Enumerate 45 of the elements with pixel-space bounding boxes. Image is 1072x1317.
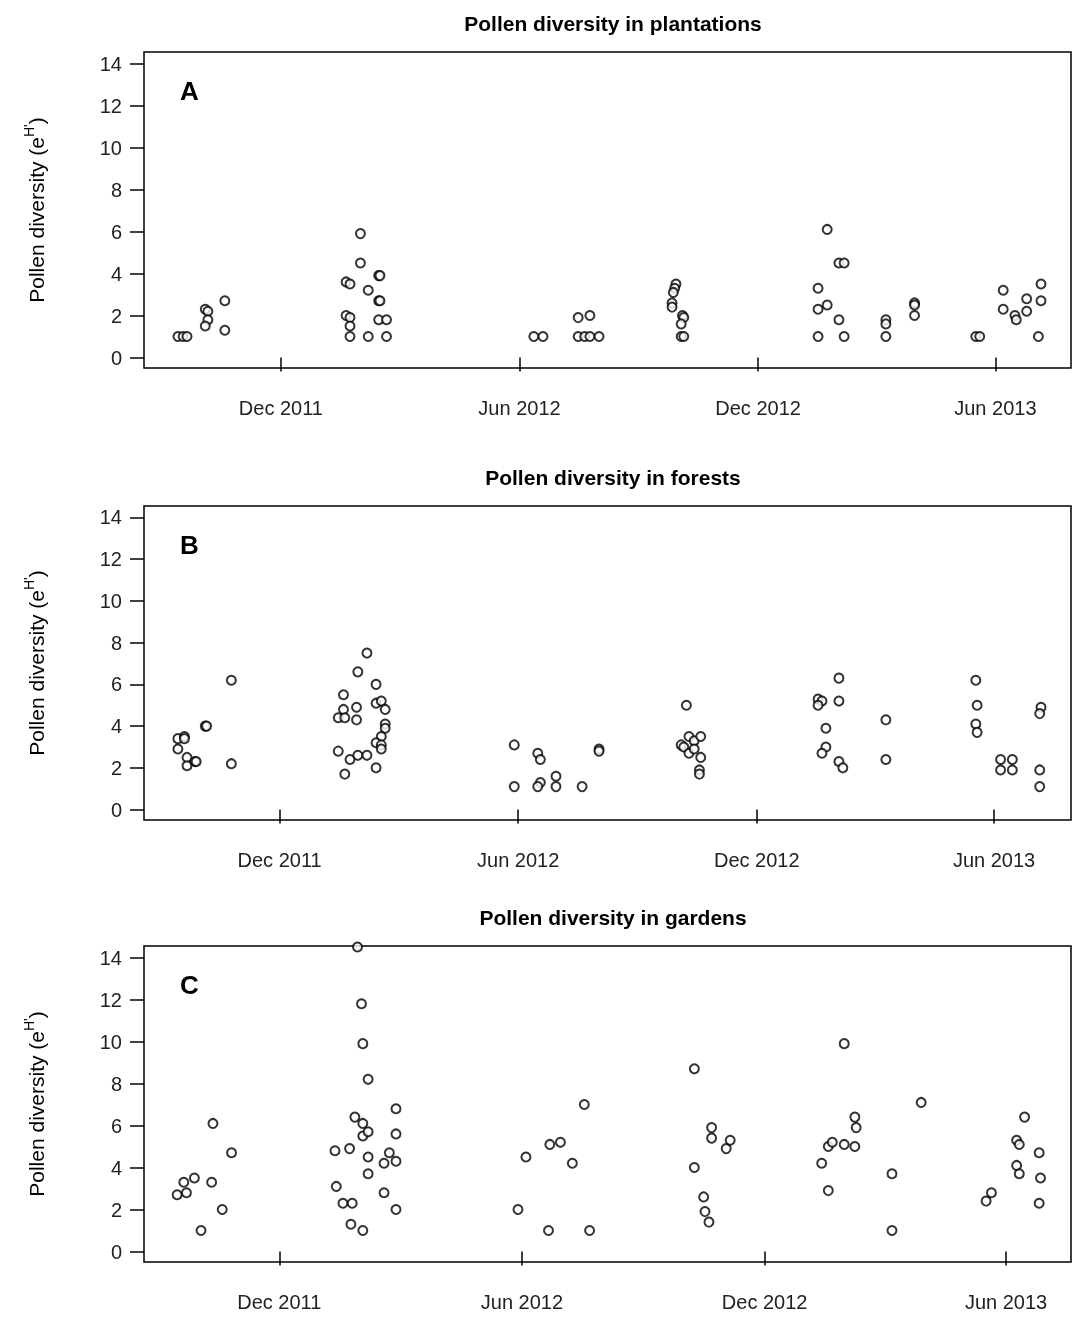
y-tick-label: 4	[110, 262, 122, 285]
y-axis-title: Pollen diversity (eH')	[21, 117, 48, 303]
y-tick-label: 2	[110, 1198, 122, 1221]
chart-title: Pollen diversity in plantations	[464, 12, 762, 35]
y-tick-label: 6	[110, 1114, 122, 1137]
y-tick-label: 0	[110, 346, 122, 369]
chart-title: Pollen diversity in forests	[485, 466, 741, 489]
y-tick-label: 2	[110, 756, 122, 779]
y-tick-label: 12	[99, 988, 122, 1011]
x-tick-label: Jun 2012	[480, 1291, 564, 1313]
x-tick-label: Dec 2011	[237, 849, 322, 871]
y-axis-title: Pollen diversity (eH')	[21, 1011, 48, 1197]
y-tick-label: 14	[99, 52, 122, 75]
y-tick-label: 12	[99, 548, 122, 571]
annotation: A	[180, 76, 199, 106]
y-tick-label: 4	[110, 1156, 122, 1179]
y-tick-label: 10	[99, 1030, 122, 1053]
annotation: C	[180, 970, 199, 1000]
y-tick-label: 0	[110, 1240, 122, 1263]
x-tick-label: Dec 2012	[713, 849, 800, 871]
x-tick-label: Jun 2013	[952, 849, 1036, 871]
y-axis-title: Pollen diversity (eH')	[21, 570, 48, 756]
x-tick-label: Jun 2012	[477, 849, 560, 871]
y-tick-label: 2	[110, 304, 122, 327]
y-tick-label: 14	[99, 506, 122, 529]
x-tick-label: Dec 2011	[238, 397, 323, 419]
y-tick-label: 8	[110, 1072, 122, 1095]
annotation: B	[180, 530, 199, 560]
y-tick-label: 14	[99, 946, 122, 969]
y-tick-label: 12	[99, 94, 122, 117]
y-tick-label: 6	[110, 220, 122, 243]
y-tick-label: 4	[110, 715, 122, 738]
chart-title: Pollen diversity in gardens	[479, 906, 747, 929]
x-tick-label: Jun 2013	[964, 1291, 1048, 1313]
x-tick-label: Dec 2012	[715, 397, 801, 419]
x-tick-label: Jun 2012	[478, 397, 561, 419]
y-tick-label: 0	[110, 798, 122, 821]
y-tick-label: 8	[110, 178, 122, 201]
x-tick-label: Dec 2012	[721, 1291, 808, 1313]
y-tick-label: 10	[99, 136, 122, 159]
y-tick-label: 10	[99, 589, 122, 612]
x-tick-label: Jun 2013	[954, 397, 1037, 419]
x-tick-label: Dec 2011	[237, 1291, 322, 1313]
y-tick-label: 8	[110, 631, 122, 654]
y-tick-label: 6	[110, 673, 122, 696]
